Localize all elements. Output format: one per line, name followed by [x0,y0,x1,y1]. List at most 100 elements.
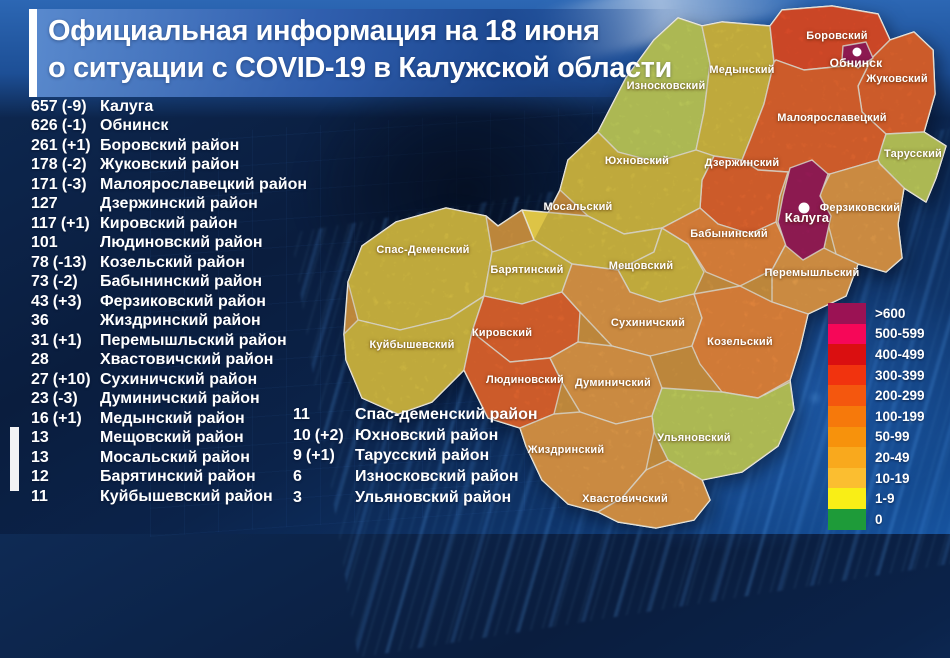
district-label-iznoskovsky: Износковский [627,80,706,92]
title-banner [29,9,681,97]
legend-label: 50-99 [875,429,910,445]
stat-count: 261 [31,136,58,154]
stat-count-delta: 43 (+3) [31,293,100,311]
stat-delta: (-1) [61,117,87,135]
stat-count: 12 [31,468,49,486]
stat-count-delta: 178 (-2) [31,156,100,174]
legend-swatch [828,323,866,345]
legend-row: >600 [828,303,925,324]
legend-swatch [828,385,866,406]
stat-count-delta: 101 [31,234,100,252]
stat-name: Барятинский район [100,468,256,486]
stat-count-delta: 11 [31,488,100,506]
district-label-khvastovichsky: Хвастовичский [582,493,668,505]
stat-count-delta: 171 (-3) [31,176,100,194]
legend-swatch [828,426,866,448]
stat-name: Куйбышевский район [100,487,273,505]
stat-count-delta: 23 (-3) [31,390,100,408]
stat-row: 178 (-2) Жуковский район [31,156,307,176]
district-label-peremyshlsky: Перемышльский [765,267,860,279]
legend-row: 50-99 [828,426,925,448]
stat-delta: (+1) [305,447,335,465]
stat-count-delta: 36 [31,312,100,330]
stat-delta: (-2) [61,156,87,174]
district-label-dzerzhinsky: Дзержинский [705,157,780,169]
stat-row: 13 Мещовский район [31,429,307,449]
legend-row: 500-599 [828,323,925,345]
legend-row: 1-9 [828,488,925,509]
stat-name: Малоярославецкий район [100,175,307,193]
stat-count: 16 [31,409,49,427]
legend-label: 500-599 [875,326,925,342]
stat-count: 11 [31,487,48,505]
stat-delta: (+2) [314,426,344,444]
district-label-babyninsky: Бабынинский [690,228,768,240]
legend-row: 200-299 [828,385,925,406]
district-label-maloyaroslavetsky: Малоярославецкий [777,112,887,124]
legend-swatch [828,405,866,427]
stat-count-delta: 9 (+1) [293,447,355,465]
stat-row: 171 (-3) Малоярославецкий район [31,175,307,195]
stat-row: 9 (+1) Тарусский район [293,446,538,467]
stat-count-delta: 261 (+1) [31,137,100,155]
stat-delta: (+1) [60,214,90,232]
stat-name: Сухиничский район [100,370,258,388]
legend-swatch [828,344,866,365]
stat-count: 11 [293,406,310,424]
stat-name: Боровский район [100,136,240,154]
legend-swatch [828,488,866,509]
stat-count: 178 [31,156,58,174]
stat-name: Калуга [100,97,154,115]
stat-name: Жуковский район [100,156,240,174]
stat-count: 626 [31,117,58,135]
stat-name: Спас-деменский район [355,406,538,424]
title-accent-bar [29,9,37,97]
stat-delta: (-9) [61,97,87,115]
stat-row: 10 (+2) Юхновский район [293,426,538,447]
stat-count-delta: 27 (+10) [31,371,100,389]
district-label-tarussky: Тарусский [884,148,942,160]
district-label-kozelsky: Козельский [707,336,773,348]
stat-count-delta: 117 (+1) [31,215,100,233]
stat-row: 6 Износковский район [293,467,538,488]
stat-row: 43 (+3) Ферзиковский район [31,292,307,312]
stat-count: 28 [31,351,49,369]
city-marker-kaluga-city [798,202,810,214]
stat-count-delta: 3 [293,489,355,507]
district-label-ulyanovsky: Ульяновский [657,432,731,444]
map-legend: >600 500-599 400-499 300-399 200-299 100-199 5… [828,303,925,530]
stat-name: Мещовский район [100,429,244,447]
stat-row: 31 (+1) Перемышльский район [31,331,307,351]
stat-count-delta: 28 [31,351,100,369]
stat-row: 78 (-13) Козельский район [31,253,307,273]
stat-name: Медынский район [100,409,245,427]
title-line-2: о ситуации с COVID-19 в Калужской област… [48,52,672,84]
district-label-meshchovsky: Мещовский [609,260,674,272]
stat-count-delta: 626 (-1) [31,117,100,135]
stat-count: 13 [31,429,49,447]
stat-count-delta: 31 (+1) [31,332,100,350]
stat-count: 78 [31,253,49,271]
stat-delta: (-3) [61,175,87,193]
district-label-spas-demensky: Спас-Деменский [376,244,469,256]
stat-delta: (-2) [52,273,78,291]
stat-count: 127 [31,195,58,213]
stat-row: 101 Людиновский район [31,234,307,254]
stat-count-delta: 657 (-9) [31,98,100,116]
stat-count-delta: 11 [293,406,355,424]
legend-label: 400-499 [875,346,925,362]
stat-name: Износковский район [355,468,519,486]
stat-row: 23 (-3) Думиничский район [31,390,307,410]
stat-name: Дзержинский район [100,195,258,213]
stat-name: Бабынинский район [100,273,263,291]
stat-delta: (+3) [52,292,82,310]
stat-name: Обнинск [100,117,169,135]
legend-label: >600 [875,305,906,321]
stat-name: Тарусский район [355,447,490,465]
district-label-zhukovsky: Жуковский [865,73,928,85]
stat-count-delta: 6 [293,468,355,486]
stat-name: Людиновский район [100,234,263,252]
stat-count: 43 [31,292,49,310]
stat-row: 11 Спас-деменский район [293,405,538,426]
stat-name: Козельский район [100,253,245,271]
